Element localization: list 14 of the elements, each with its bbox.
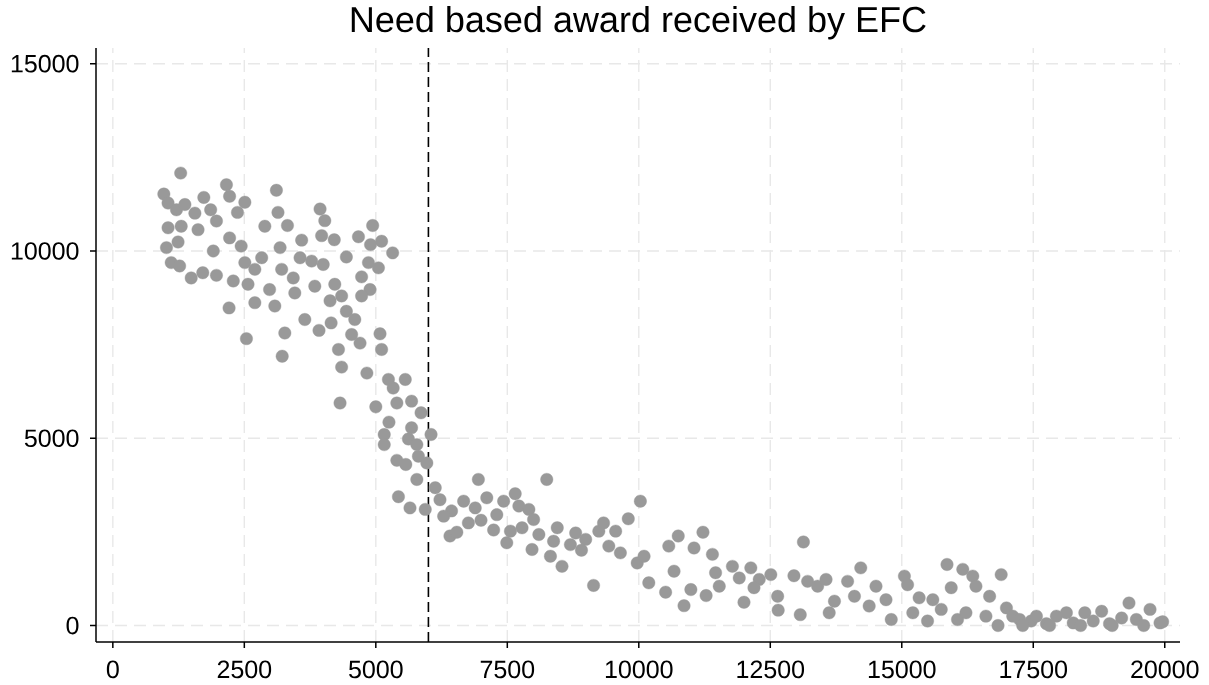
chart-title: Need based award received by EFC: [351, 5, 926, 40]
y-tick-label: 0: [66, 616, 79, 635]
x-tick-label: 2500: [217, 660, 272, 679]
y-tick-label: 15000: [11, 54, 79, 73]
x-tick-label: 0: [106, 660, 119, 679]
x-tick-label: 5000: [349, 660, 403, 679]
x-tick-label: 7500: [480, 660, 535, 679]
x-tick-label: 10000: [605, 660, 673, 679]
y-tick-label: 10000: [11, 242, 79, 260]
x-tick-label: 17500: [1000, 660, 1068, 679]
x-tick-label: 12500: [737, 660, 805, 679]
y-tick-label: 5000: [24, 429, 79, 448]
x-tick-label: 20000: [1131, 660, 1199, 679]
x-tick-label: 15000: [868, 660, 936, 679]
